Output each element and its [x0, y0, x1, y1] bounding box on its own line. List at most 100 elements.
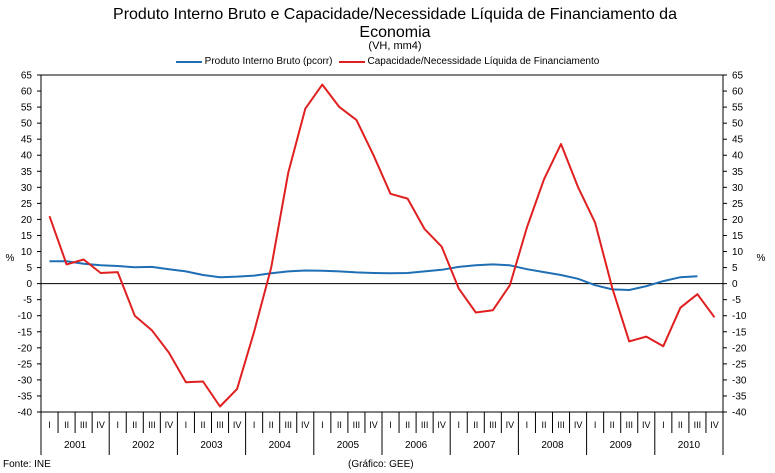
y-tick-label-right: 40	[732, 151, 744, 162]
x-tick-label-quarter: II	[200, 420, 205, 430]
chart-title-line2: Economia	[359, 24, 431, 41]
x-tick-label-quarter: I	[185, 420, 188, 430]
x-tick-label-quarter: II	[610, 420, 615, 430]
x-tick-label-quarter: IV	[437, 420, 446, 430]
x-tick-label-year: 2005	[337, 440, 360, 451]
x-tick-label-quarter: III	[148, 420, 156, 430]
y-tick-label-right: 60	[732, 87, 744, 98]
y-tick-label-left: -25	[18, 359, 33, 370]
x-tick-label-year: 2006	[405, 440, 428, 451]
legend-label-pib: Produto Interno Bruto (pcorr)	[204, 56, 333, 67]
y-tick-label-left: -15	[18, 327, 33, 338]
x-tick-label-quarter: I	[662, 420, 665, 430]
y-tick-label-left: 65	[21, 71, 33, 82]
legend-item-pib: Produto Interno Bruto (pcorr)	[175, 56, 333, 67]
y-tick-label-right: -35	[732, 391, 747, 402]
x-tick-label-year: 2004	[269, 440, 292, 451]
y-tick-label-left: 20	[21, 215, 33, 226]
plot-frame	[40, 74, 724, 413]
x-tick-label-year: 2007	[473, 440, 496, 451]
series-line-financiamento	[48, 83, 716, 408]
y-axis-label-left: %	[6, 253, 15, 264]
x-tick-label-quarter: I	[321, 420, 324, 430]
x-tick-label-quarter: III	[284, 420, 292, 430]
y-tick-label-right: 5	[732, 263, 738, 274]
legend-item-financiamento: Capacidade/Necessidade Líquida de Financ…	[338, 56, 600, 67]
y-axis-label-right: %	[757, 253, 766, 264]
y-tick-label-right: 15	[732, 231, 744, 242]
chart-legend: Produto Interno Bruto (pcorr) Capacidade…	[0, 56, 775, 67]
y-tick-label-left: -20	[18, 343, 33, 354]
x-tick-label-year: 2002	[132, 440, 155, 451]
y-tick-label-left: 30	[21, 183, 33, 194]
x-tick-label-quarter: I	[526, 420, 529, 430]
x-tick-label-quarter: II	[678, 420, 683, 430]
y-tick-label-left: -10	[18, 311, 33, 322]
legend-swatch-financiamento	[338, 60, 365, 63]
x-tick-label-quarter: I	[116, 420, 119, 430]
x-tick-label-quarter: II	[405, 420, 410, 430]
x-tick-label-quarter: II	[269, 420, 274, 430]
y-tick-label-left: 50	[21, 119, 33, 130]
x-tick-label-year: 2003	[200, 440, 223, 451]
x-tick-label-year: 2009	[610, 440, 633, 451]
y-tick-label-right: 20	[732, 215, 744, 226]
y-tick-label-left: 15	[21, 231, 33, 242]
x-tick-label-quarter: IV	[165, 420, 174, 430]
footer-source: Fonte: INE	[3, 459, 51, 470]
y-tick-label-right: -10	[732, 311, 747, 322]
legend-swatch-pib	[175, 60, 202, 63]
y-tick-label-left: -35	[18, 391, 33, 402]
chart-title-line1: Produto Interno Bruto e Capacidade/Neces…	[113, 6, 677, 23]
x-tick-label-quarter: IV	[506, 420, 515, 430]
y-tick-label-right: 25	[732, 199, 744, 210]
x-tick-label-quarter: I	[253, 420, 256, 430]
y-tick-label-left: 5	[26, 263, 32, 274]
y-tick-label-left: 0	[26, 279, 32, 290]
y-tick-label-right: 30	[732, 183, 744, 194]
series-line-pib	[49, 260, 698, 291]
legend-label-financiamento: Capacidade/Necessidade Líquida de Financ…	[367, 56, 600, 67]
x-tick-label-quarter: III	[625, 420, 633, 430]
chart-subtitle: (VH, mm4)	[368, 40, 422, 52]
x-tick-label-quarter: III	[557, 420, 565, 430]
x-tick-label-year: 2010	[678, 440, 701, 451]
y-tick-label-left: 25	[21, 199, 33, 210]
x-tick-label-quarter: IV	[369, 420, 378, 430]
y-tick-label-right: -15	[732, 327, 747, 338]
y-tick-label-right: -5	[732, 295, 741, 306]
x-tick-label-quarter: II	[541, 420, 546, 430]
x-tick-label-year: 2001	[64, 440, 87, 451]
x-tick-label-quarter: III	[694, 420, 702, 430]
x-tick-label-quarter: I	[48, 420, 51, 430]
y-tick-label-right: 50	[732, 119, 744, 130]
x-tick-label-quarter: III	[489, 420, 497, 430]
x-tick-label-quarter: I	[594, 420, 597, 430]
x-tick-label-quarter: IV	[574, 420, 583, 430]
y-tick-label-right: 65	[732, 71, 744, 82]
x-tick-label-quarter: IV	[301, 420, 310, 430]
y-tick-label-left: -5	[23, 295, 32, 306]
x-tick-label-quarter: IV	[233, 420, 242, 430]
y-tick-label-right: 0	[732, 279, 738, 290]
x-tick-label-quarter: II	[337, 420, 342, 430]
y-tick-label-left: -30	[18, 375, 33, 386]
y-tick-label-right: -20	[732, 343, 747, 354]
y-tick-label-left: 55	[21, 103, 33, 114]
y-tick-label-right: 45	[732, 135, 744, 146]
footer-credit: (Gráfico: GEE)	[348, 459, 414, 470]
x-tick-label-quarter: IV	[96, 420, 105, 430]
x-tick-label-quarter: II	[64, 420, 69, 430]
x-tick-label-quarter: III	[421, 420, 429, 430]
x-tick-label-quarter: III	[353, 420, 361, 430]
y-tick-label-right: -25	[732, 359, 747, 370]
y-tick-label-right: 10	[732, 247, 744, 258]
x-tick-label-quarter: IV	[642, 420, 651, 430]
y-tick-label-left: 45	[21, 135, 33, 146]
y-tick-label-right: 55	[732, 103, 744, 114]
x-tick-label-quarter: III	[80, 420, 88, 430]
y-tick-label-left: 60	[21, 87, 33, 98]
x-tick-label-quarter: III	[216, 420, 224, 430]
y-tick-label-right: -40	[732, 408, 747, 419]
